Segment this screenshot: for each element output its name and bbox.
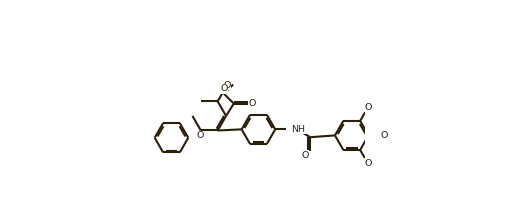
Text: O: O	[364, 103, 371, 112]
Text: O: O	[301, 151, 308, 160]
Text: O: O	[248, 99, 256, 108]
Text: O: O	[196, 131, 204, 140]
Text: O: O	[364, 159, 371, 168]
Text: O: O	[220, 84, 227, 93]
Text: O: O	[223, 81, 230, 90]
Text: O: O	[380, 131, 387, 140]
Text: NH: NH	[291, 125, 305, 134]
